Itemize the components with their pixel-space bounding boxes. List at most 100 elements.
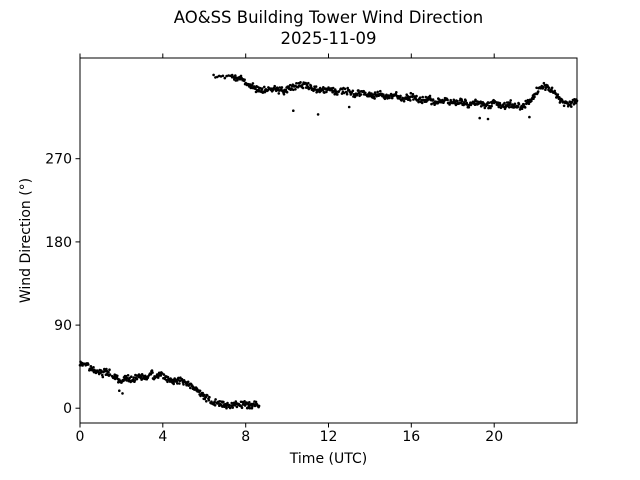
plot-spines	[79, 57, 578, 424]
data-point	[108, 373, 112, 376]
data-point	[162, 373, 166, 376]
data-point	[359, 93, 363, 96]
data-point	[280, 86, 284, 89]
data-point	[547, 86, 551, 90]
data-point	[431, 98, 435, 101]
data-point-outlier	[478, 116, 482, 120]
data-point	[428, 94, 432, 98]
wind-direction-late-branch	[212, 73, 579, 121]
data-point	[420, 101, 424, 105]
data-point	[542, 81, 546, 85]
data-point	[508, 101, 512, 105]
data-point	[524, 99, 527, 103]
data-point	[250, 84, 254, 87]
data-point	[409, 99, 412, 102]
data-point	[307, 81, 310, 85]
data-point	[189, 386, 192, 390]
data-point	[239, 74, 243, 78]
data-point	[132, 376, 136, 379]
data-point	[278, 86, 282, 89]
data-point	[295, 82, 298, 85]
data-point	[135, 377, 139, 381]
data-point	[460, 99, 464, 103]
data-point	[204, 395, 208, 399]
data-point	[364, 91, 367, 95]
data-point	[570, 105, 573, 108]
data-point	[277, 92, 281, 95]
data-point	[522, 102, 525, 106]
data-point	[418, 96, 422, 99]
data-point	[382, 93, 385, 96]
data-point	[260, 87, 264, 90]
chart-subtitle: 2025-11-09	[281, 29, 377, 48]
y-tick-label: 90	[54, 318, 72, 334]
data-point	[542, 85, 545, 89]
data-point	[415, 94, 418, 98]
axis-ticks	[75, 53, 495, 428]
data-point	[430, 102, 433, 106]
data-point	[448, 103, 451, 106]
data-point	[206, 394, 209, 397]
data-point	[412, 98, 415, 101]
data-point	[513, 102, 517, 106]
data-point	[257, 404, 261, 408]
data-point	[343, 87, 347, 91]
data-point	[92, 366, 95, 369]
data-point	[388, 96, 391, 100]
data-point	[464, 99, 468, 102]
data-point	[507, 106, 511, 109]
data-point	[208, 395, 211, 399]
data-point	[207, 398, 211, 402]
data-point	[379, 89, 382, 93]
data-point	[516, 105, 520, 108]
data-point	[248, 401, 251, 404]
data-point	[203, 393, 206, 397]
y-tick-label: 0	[63, 401, 72, 417]
data-point	[175, 380, 179, 383]
data-point	[150, 369, 154, 372]
data-point	[452, 98, 456, 102]
data-point	[395, 91, 398, 94]
data-point	[556, 93, 560, 96]
data-point-outlier	[528, 115, 531, 119]
data-point	[562, 104, 566, 108]
data-point	[195, 387, 199, 391]
data-point	[243, 78, 246, 81]
data-point-outlier	[118, 389, 121, 393]
data-point	[335, 90, 338, 93]
data-point	[223, 76, 227, 80]
data-point	[331, 86, 335, 90]
data-point	[417, 100, 420, 104]
data-point	[357, 89, 360, 92]
data-point	[218, 400, 222, 403]
data-point	[389, 92, 393, 96]
data-point	[226, 401, 229, 405]
data-point	[182, 383, 185, 386]
data-point	[571, 101, 574, 104]
y-tick-label: 180	[45, 235, 72, 251]
data-point	[105, 367, 108, 371]
data-point	[230, 401, 233, 405]
data-point	[342, 91, 346, 95]
data-point	[299, 81, 302, 84]
data-point	[213, 404, 217, 407]
data-point	[527, 102, 531, 105]
tick-labels: 0 4 8 12 16 20 0 90 180 270	[45, 152, 503, 445]
data-point	[554, 92, 558, 96]
data-point	[337, 90, 341, 93]
data-point	[497, 105, 501, 109]
data-point	[509, 99, 512, 102]
data-point	[149, 372, 153, 376]
data-point	[301, 86, 305, 90]
chart-title: AO&SS Building Tower Wind Direction	[174, 8, 484, 27]
y-axis-label: Wind Direction (°)	[18, 178, 34, 303]
data-point	[456, 99, 459, 103]
data-point-outlier	[347, 105, 351, 109]
x-tick-label: 0	[76, 429, 85, 445]
data-point	[487, 101, 491, 105]
data-point	[536, 90, 540, 93]
data-point	[292, 88, 295, 92]
data-point	[251, 82, 255, 85]
data-point	[449, 98, 453, 102]
